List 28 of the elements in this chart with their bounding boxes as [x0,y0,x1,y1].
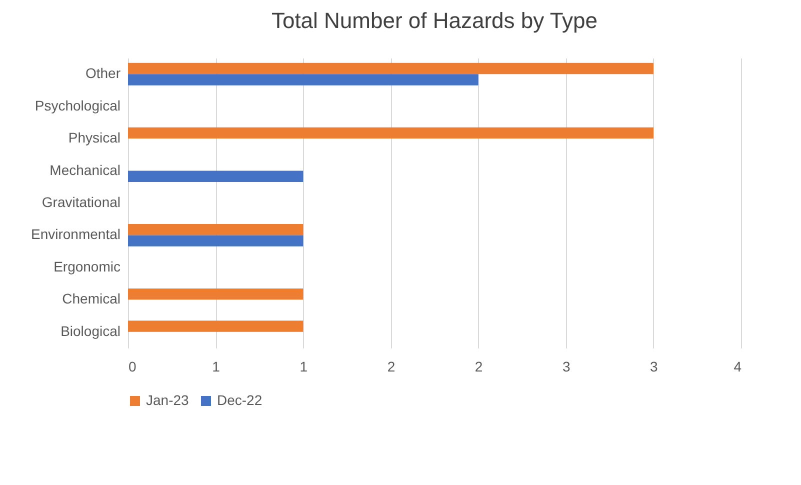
bar [128,320,304,332]
y-tick-label: Gravitational [42,194,120,210]
legend-label: Jan-23 [146,392,190,408]
y-tick-label: Biological [60,322,120,339]
x-tick-label: 2 [474,358,483,374]
x-tick-label: 3 [650,358,658,374]
x-tick-label: 4 [734,358,742,374]
bar [128,62,654,74]
chart-title: Total Number of Hazards by Type [271,8,598,33]
y-tick-label: Mechanical [50,162,120,178]
y-tick-label: Chemical [62,290,120,307]
x-tick-label: 3 [562,358,570,374]
bar [128,224,304,236]
bar [128,127,654,139]
bar [128,235,304,246]
y-tick-label: Environmental [31,226,120,242]
y-tick-label: Other [85,65,121,82]
bar [128,288,304,300]
y-tick-label: Ergonomic [54,258,120,274]
x-tick-label: 2 [387,358,396,374]
x-tick-label: 1 [300,358,308,374]
y-tick-label: Psychological [34,97,120,114]
legend-label: Dec-22 [217,392,262,408]
x-tick-label: 0 [128,358,136,374]
bar [128,170,304,182]
bar [128,74,478,86]
x-tick-label: 1 [212,358,220,374]
y-tick-label: Physical [68,130,120,146]
